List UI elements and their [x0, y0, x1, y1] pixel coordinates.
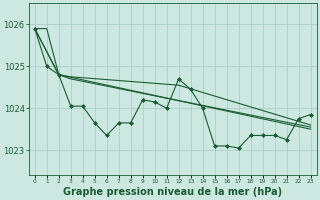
- X-axis label: Graphe pression niveau de la mer (hPa): Graphe pression niveau de la mer (hPa): [63, 187, 282, 197]
